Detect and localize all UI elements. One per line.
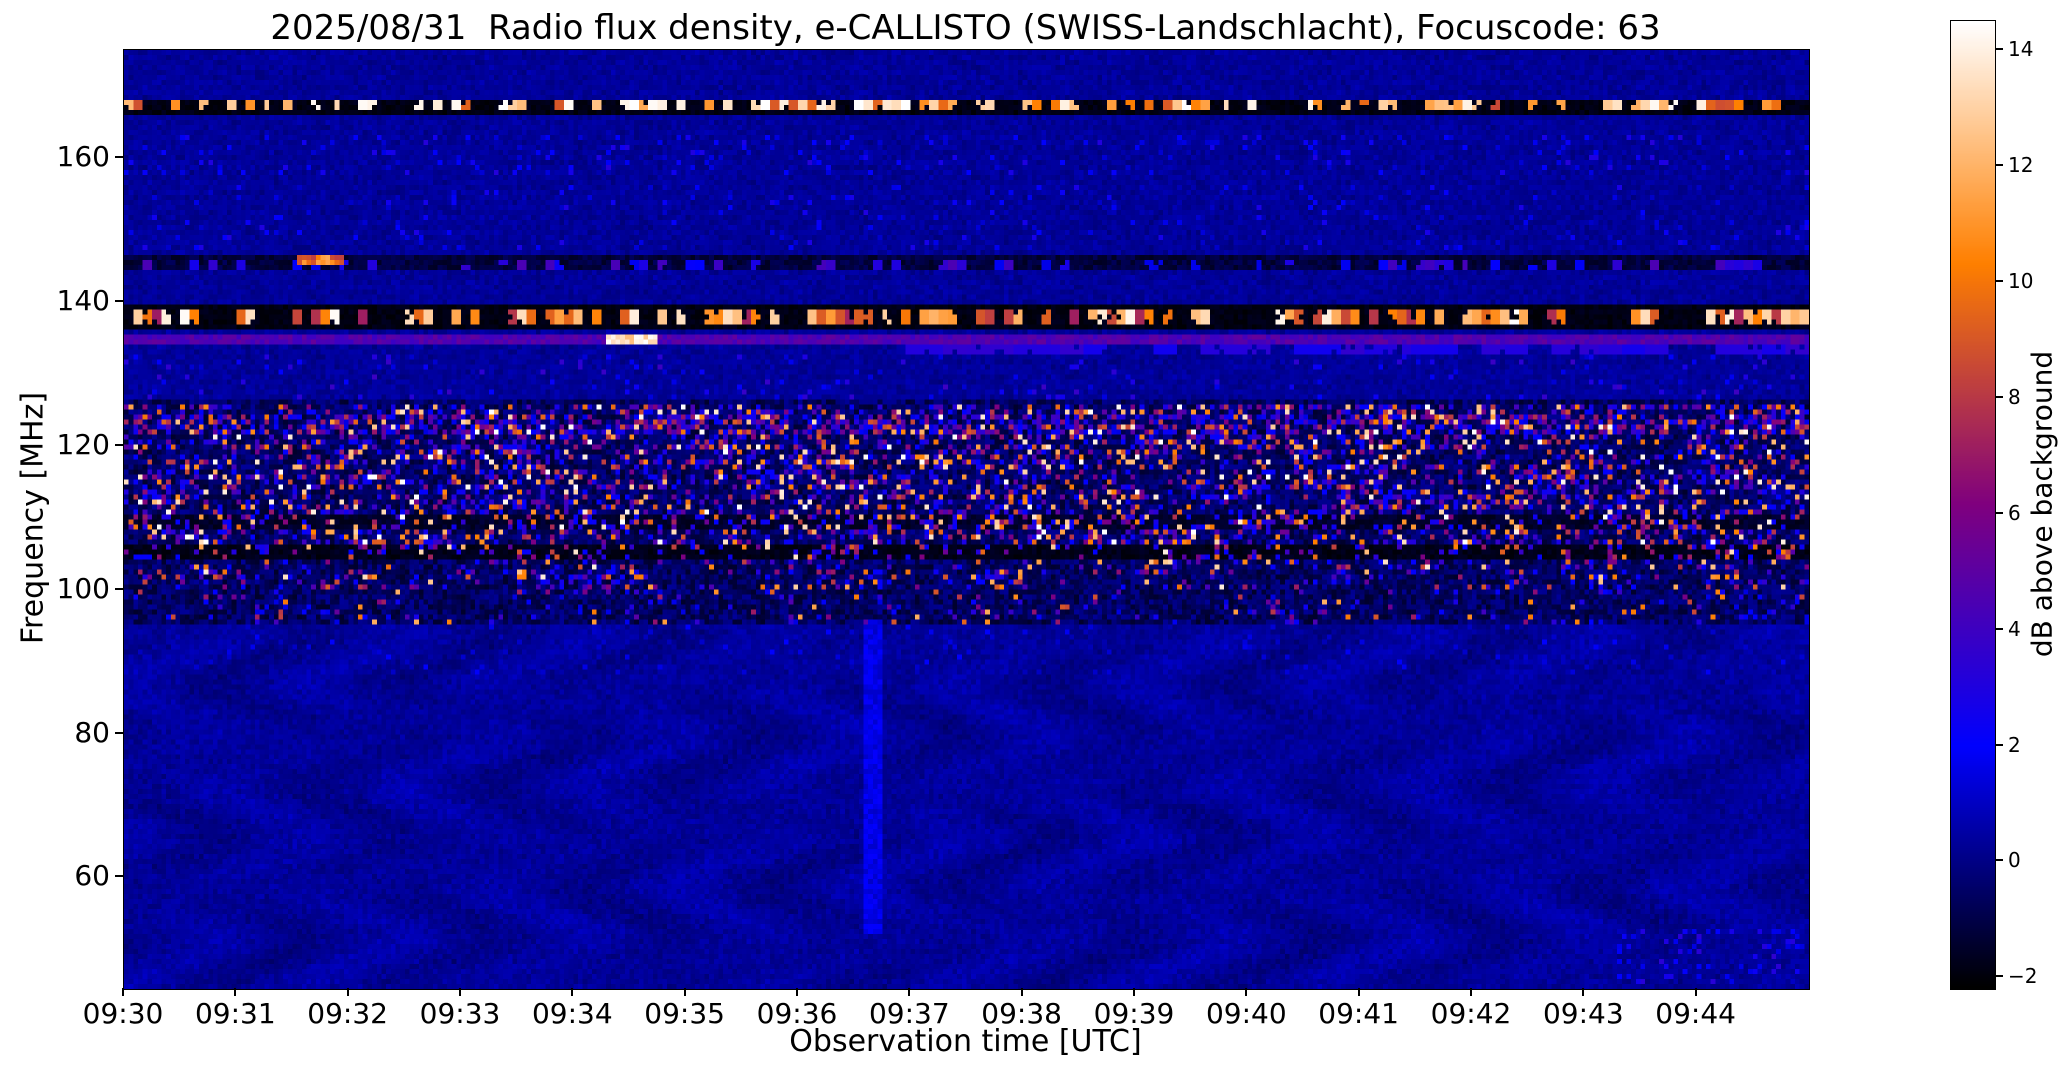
colorbar-tick-label: 0 bbox=[2008, 848, 2021, 873]
x-tick-label: 09:31 bbox=[194, 997, 276, 1030]
y-tick-mark bbox=[115, 875, 123, 878]
y-tick-mark bbox=[115, 587, 123, 590]
colorbar-label: dB above background bbox=[2025, 350, 2059, 658]
colorbar-tick-mark bbox=[1996, 279, 2003, 282]
colorbar-tick-label: −2 bbox=[2008, 964, 2038, 989]
colorbar-tick-mark bbox=[1996, 511, 2003, 514]
x-tick-label: 09:39 bbox=[1093, 997, 1175, 1030]
spectrogram-canvas bbox=[124, 50, 1809, 989]
x-axis-label: Observation time [UTC] bbox=[789, 1024, 1142, 1059]
colorbar-tick-label: 12 bbox=[2008, 152, 2034, 177]
colorbar-gradient bbox=[1951, 21, 1995, 989]
x-tick-label: 09:36 bbox=[756, 997, 838, 1030]
y-tick-label: 80 bbox=[74, 715, 110, 749]
x-tick-label: 09:40 bbox=[1205, 997, 1287, 1030]
x-tick-mark bbox=[346, 988, 349, 996]
y-tick-label: 160 bbox=[56, 139, 110, 173]
colorbar-tick-mark bbox=[1996, 163, 2003, 166]
x-tick-label: 09:43 bbox=[1542, 997, 1624, 1030]
x-tick-mark bbox=[908, 988, 911, 996]
colorbar-tick-mark bbox=[1996, 743, 2003, 746]
x-tick-mark bbox=[1357, 988, 1360, 996]
x-tick-mark bbox=[571, 988, 574, 996]
y-tick-label: 100 bbox=[56, 571, 110, 605]
colorbar-tick-label: 10 bbox=[2008, 268, 2034, 293]
x-tick-mark bbox=[1020, 988, 1023, 996]
x-tick-label: 09:30 bbox=[82, 997, 164, 1030]
y-tick-mark bbox=[115, 299, 123, 302]
x-tick-mark bbox=[683, 988, 686, 996]
x-tick-mark bbox=[459, 988, 461, 996]
x-tick-mark bbox=[1470, 988, 1472, 996]
x-tick-mark bbox=[796, 988, 798, 996]
x-tick-mark bbox=[1133, 988, 1135, 996]
colorbar-tick-label: 2 bbox=[2008, 732, 2021, 757]
x-tick-mark bbox=[122, 988, 124, 996]
colorbar-tick-mark bbox=[1996, 47, 2003, 50]
x-tick-mark bbox=[1245, 988, 1248, 996]
y-tick-label: 140 bbox=[56, 283, 110, 317]
y-tick-mark bbox=[115, 155, 123, 158]
y-tick-label: 60 bbox=[74, 859, 110, 893]
colorbar-tick-mark bbox=[1996, 395, 2003, 398]
x-tick-mark bbox=[1582, 988, 1585, 996]
x-tick-label: 09:35 bbox=[644, 997, 725, 1030]
chart-title: 2025/08/31 Radio flux density, e-CALLIST… bbox=[270, 8, 1661, 48]
colorbar-tick-mark bbox=[1996, 859, 2003, 862]
spectrogram-plot-area bbox=[123, 49, 1810, 990]
x-tick-mark bbox=[1694, 988, 1697, 996]
x-tick-label: 09:33 bbox=[419, 997, 501, 1030]
colorbar-tick-label: 4 bbox=[2008, 616, 2021, 641]
x-tick-mark bbox=[234, 988, 237, 996]
x-tick-label: 09:34 bbox=[531, 997, 613, 1030]
x-tick-label: 09:32 bbox=[307, 997, 388, 1030]
x-tick-label: 09:41 bbox=[1318, 997, 1399, 1030]
x-tick-label: 09:37 bbox=[868, 997, 950, 1030]
colorbar-tick-label: 8 bbox=[2008, 384, 2021, 409]
colorbar-tick-mark bbox=[1996, 975, 2003, 978]
y-tick-mark bbox=[115, 443, 123, 446]
colorbar bbox=[1950, 20, 1996, 990]
colorbar-tick-mark bbox=[1996, 627, 2003, 630]
y-tick-label: 120 bbox=[56, 427, 110, 461]
x-tick-label: 09:44 bbox=[1655, 997, 1736, 1030]
x-tick-label: 09:42 bbox=[1430, 997, 1512, 1030]
colorbar-tick-label: 6 bbox=[2008, 500, 2021, 525]
colorbar-tick-label: 14 bbox=[2008, 36, 2034, 61]
y-tick-mark bbox=[115, 731, 123, 734]
x-tick-label: 09:38 bbox=[981, 997, 1062, 1030]
